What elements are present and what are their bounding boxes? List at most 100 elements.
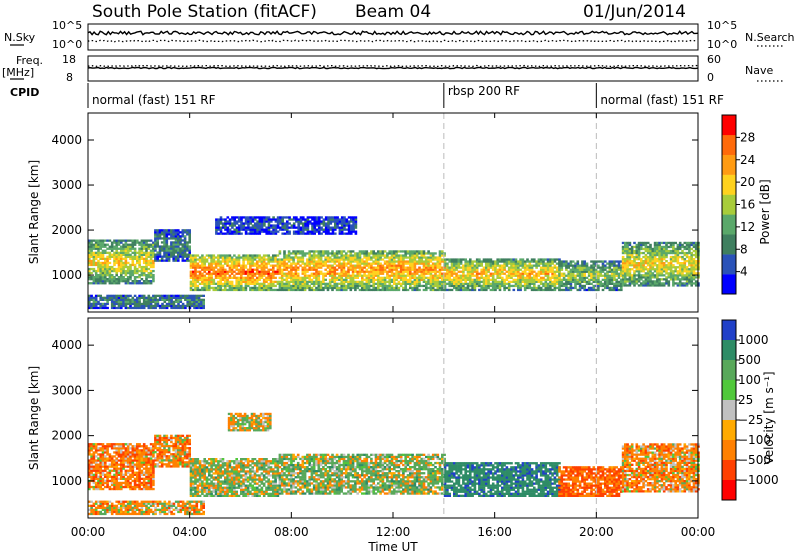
echo-cell [379, 278, 382, 281]
echo-cell [152, 241, 155, 244]
echo-cell [459, 260, 463, 263]
echo-cell [349, 252, 353, 255]
echo-cell [503, 260, 506, 263]
echo-cell [633, 270, 636, 273]
echo-cell [194, 264, 197, 267]
echo-cell [117, 259, 121, 263]
echo-cell [505, 264, 509, 267]
echo-cell [662, 247, 666, 251]
echo-cell [356, 272, 359, 275]
echo-cell [633, 284, 636, 287]
echo-cell [235, 256, 238, 259]
echo-cell [253, 286, 257, 290]
echo-cell [242, 262, 245, 265]
echo-cell [126, 247, 130, 250]
echo-cell [361, 250, 364, 253]
echo-cell [292, 278, 295, 281]
echo-cell [280, 286, 284, 290]
echo-cell [267, 284, 270, 288]
echo-cell [317, 276, 321, 279]
echo-cell [386, 254, 389, 257]
echo-cell [626, 245, 629, 249]
echo-cell [662, 241, 666, 245]
echo-cell [646, 255, 650, 259]
echo-cell [390, 254, 394, 257]
echo-cell [165, 302, 169, 306]
echo-cell [170, 300, 173, 303]
echo-cell [386, 274, 389, 277]
echo-cell [676, 260, 680, 263]
echo-cell [230, 256, 234, 259]
echo-cell [110, 241, 114, 244]
echo-cell [237, 288, 241, 292]
echo-cell [210, 258, 213, 261]
echo-cell [660, 268, 664, 271]
echo-cell [263, 230, 266, 233]
echo-cell [578, 264, 582, 267]
echo-cell [117, 243, 121, 246]
echo-cell [296, 250, 300, 253]
echo-cell [462, 258, 465, 261]
echo-cell [637, 280, 641, 283]
echo-cell [539, 268, 543, 271]
echo-cell [183, 251, 187, 254]
echo-cell [446, 278, 449, 281]
echo-cell [269, 268, 273, 271]
echo-cell [233, 232, 236, 235]
echo-cell [194, 272, 197, 275]
echo-cell [170, 294, 173, 297]
echo-cell [310, 274, 314, 277]
echo-cell [356, 270, 359, 273]
echo-cell [122, 267, 125, 271]
echo-cell [256, 232, 259, 235]
echo-cell [431, 284, 435, 288]
echo-cell [267, 270, 270, 273]
echo-cell [578, 270, 582, 273]
echo-cell [320, 228, 323, 231]
echo-cell [290, 226, 294, 229]
echo-cell [388, 282, 391, 285]
echo-cell [138, 259, 141, 263]
echo-cell [329, 218, 333, 221]
echo-cell [660, 274, 664, 277]
echo-cell [152, 298, 155, 301]
echo-cell [233, 262, 236, 265]
echo-cell [283, 284, 286, 288]
echo-cell [628, 278, 632, 281]
echo-cell [188, 239, 191, 242]
echo-cell [340, 274, 343, 277]
echo-cell [331, 264, 334, 267]
echo-cell [610, 278, 614, 281]
echo-cell [142, 294, 146, 297]
echo-cell [478, 280, 481, 283]
echo-cell [681, 258, 684, 261]
echo-cell [514, 266, 518, 269]
echo-cell [101, 253, 105, 256]
echo-cell [576, 274, 580, 277]
echo-cell [258, 254, 261, 257]
echo-cell [406, 260, 410, 263]
echo-cell [253, 254, 257, 257]
echo-cell [471, 286, 474, 290]
echo-cell [240, 268, 243, 271]
colorbar-tick-label: 12 [740, 220, 755, 234]
echo-cell [104, 304, 107, 308]
echo-cell [228, 288, 232, 292]
echo-cell [221, 282, 225, 285]
echo-cell [678, 243, 682, 247]
echo-cell [694, 243, 698, 247]
echo-cell [117, 267, 121, 271]
echo-cell [110, 282, 114, 285]
echo-cell [473, 280, 477, 283]
echo-cell [397, 266, 401, 269]
echo-cell [152, 251, 155, 254]
echo-cell [303, 276, 307, 279]
echo-cell [258, 230, 262, 233]
echo-cell [665, 266, 668, 269]
echo-cell [542, 266, 545, 269]
colorbar-segment [722, 194, 736, 215]
echo-cell [443, 274, 447, 277]
echo-cell [233, 220, 236, 223]
echo-cell [94, 280, 98, 283]
echo-cell [569, 288, 573, 292]
